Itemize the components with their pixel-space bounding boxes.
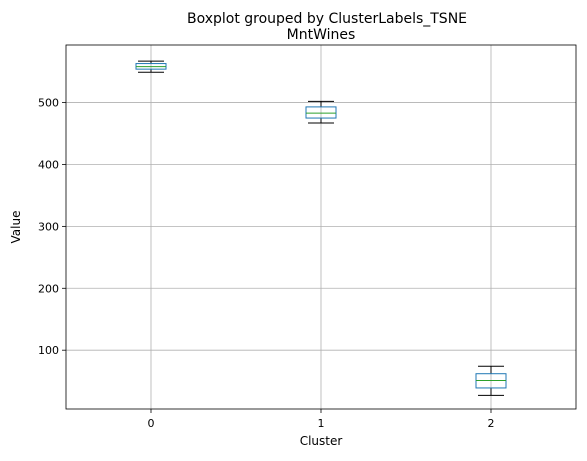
grid-lines — [66, 45, 576, 409]
y-axis-label: Value — [9, 211, 23, 244]
iqr-box — [305, 106, 337, 119]
y-tick-label: 500 — [38, 97, 59, 110]
chart-suptitle: Boxplot grouped by ClusterLabels_TSNE — [187, 11, 467, 27]
y-tick-label: 100 — [38, 344, 59, 357]
box-group — [475, 365, 507, 396]
x-tick-label: 2 — [488, 417, 495, 430]
y-tick-label: 300 — [38, 220, 59, 233]
chart-title: MntWines — [287, 27, 356, 43]
axes: 0 1 2 100 200 300 400 500 — [38, 97, 495, 430]
y-tick-label: 200 — [38, 282, 59, 295]
x-axis-label: Cluster — [300, 434, 343, 448]
box-group — [135, 60, 167, 73]
y-tick-label: 400 — [38, 158, 59, 171]
box-series — [135, 60, 507, 396]
x-tick-label: 0 — [148, 417, 155, 430]
x-tick-label: 1 — [318, 417, 325, 430]
box-group — [305, 100, 337, 124]
